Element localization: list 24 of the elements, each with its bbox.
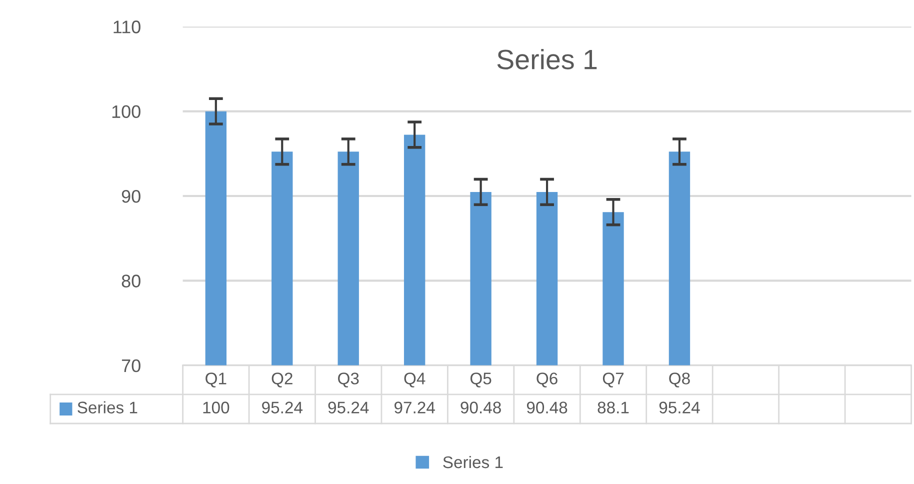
x-tick-label: Q5 <box>470 372 492 388</box>
legend-label: Series 1 <box>78 401 138 414</box>
x-tick-label: Q6 <box>536 372 558 388</box>
y-tick-label: 70 <box>122 359 140 372</box>
data-label: 95.24 <box>262 402 303 414</box>
x-tick-label: Q3 <box>338 372 359 388</box>
data-label: 100 <box>203 402 230 414</box>
y-tick-label: 90 <box>122 190 140 203</box>
data-label: 90.48 <box>526 402 568 414</box>
x-tick-label: Q8 <box>669 372 690 388</box>
data-label: 95.24 <box>659 402 700 414</box>
data-label: 97.24 <box>394 402 435 414</box>
y-tick-label: 110 <box>114 20 140 34</box>
x-tick-label: Q7 <box>602 372 624 388</box>
text: Series 1 <box>443 456 503 468</box>
text: Series 1 <box>497 48 597 70</box>
y-tick-label: 100 <box>112 105 140 118</box>
data-label: 95.24 <box>328 402 369 414</box>
x-tick-label: Q2 <box>272 372 292 388</box>
data-label: 88.1 <box>598 402 629 414</box>
x-tick-label: Q1 <box>206 372 226 388</box>
x-tick-label: Q4 <box>404 372 426 388</box>
y-tick-label: 80 <box>122 274 140 288</box>
data-label: 90.48 <box>460 402 501 414</box>
